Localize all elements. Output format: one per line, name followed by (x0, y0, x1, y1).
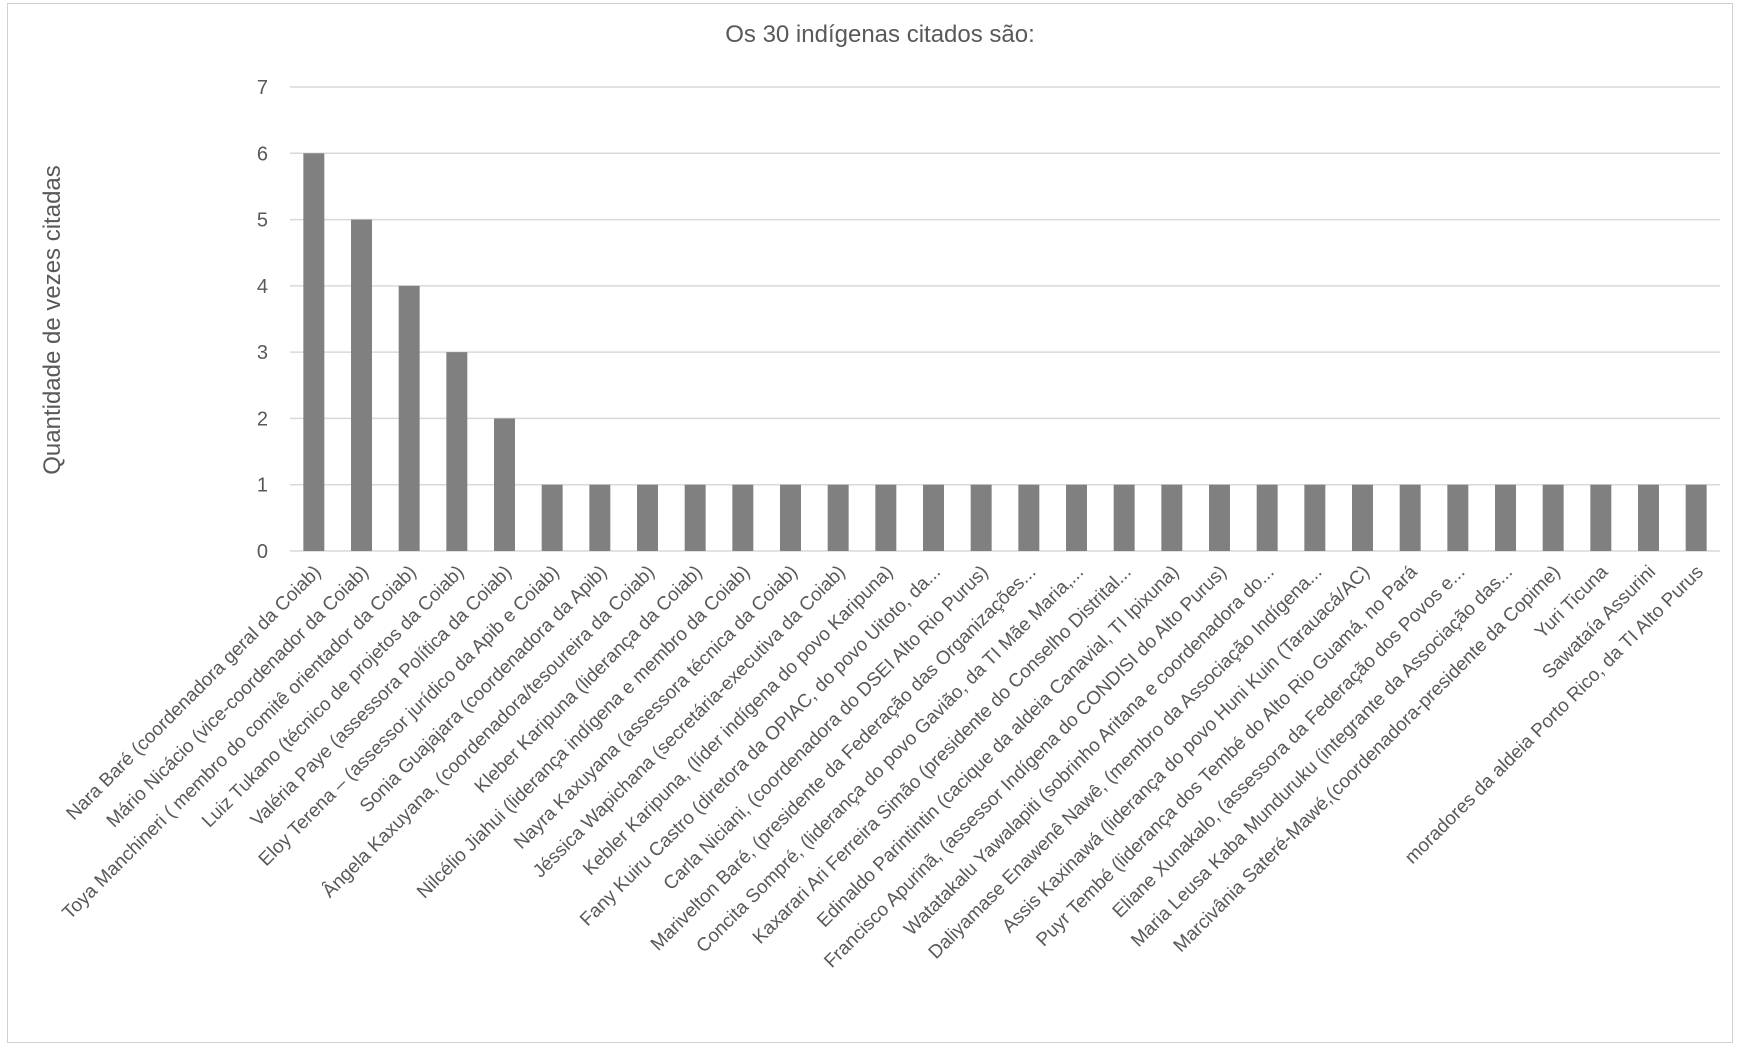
bar (589, 484, 611, 551)
chart-title: Os 30 indígenas citados são: (725, 21, 1035, 48)
y-tick-label: 7 (257, 77, 268, 99)
bar (1447, 484, 1469, 551)
bar (1066, 484, 1087, 551)
bar (1304, 484, 1326, 551)
bar (494, 418, 515, 551)
bar (1590, 484, 1612, 551)
y-tick-label: 3 (257, 342, 268, 364)
chart-frame (7, 3, 1733, 1043)
y-tick-label: 4 (257, 276, 268, 298)
bar (1685, 484, 1707, 551)
bar (1495, 484, 1516, 551)
bar (1209, 484, 1230, 551)
bar (398, 285, 420, 551)
bar (1352, 484, 1373, 551)
y-tick-label: 0 (257, 541, 268, 563)
bar (1113, 484, 1135, 551)
grid-lines (290, 86, 1720, 552)
bar (1256, 484, 1278, 551)
y-axis-ticks: 0 1 2 3 4 5 6 7 (257, 77, 268, 563)
bar (637, 484, 658, 551)
bar (1638, 484, 1659, 551)
y-tick-label: 2 (257, 408, 268, 430)
y-axis-title: Quantidade de vezes citadas (39, 165, 66, 475)
y-tick-label: 6 (257, 143, 268, 165)
bar (923, 484, 944, 551)
bar (780, 484, 801, 551)
y-tick-label: 5 (257, 210, 268, 232)
bar (351, 219, 372, 552)
bar (1399, 484, 1421, 551)
bar (303, 153, 325, 552)
bar (684, 484, 706, 551)
x-tick-label: Toya Manchineri ( membro do comitê orien… (59, 562, 421, 924)
x-axis-ticks: Nara Baré (coordenadora geral da Coiab)M… (59, 561, 1708, 972)
bar (1542, 484, 1564, 551)
bar (732, 484, 754, 551)
bars (303, 153, 1707, 552)
bar (970, 484, 992, 551)
bar (1018, 484, 1040, 551)
bar (875, 484, 897, 551)
bar (541, 484, 563, 551)
bar (446, 352, 468, 551)
y-tick-label: 1 (257, 475, 268, 497)
bar (1161, 484, 1183, 551)
bar (827, 484, 849, 551)
